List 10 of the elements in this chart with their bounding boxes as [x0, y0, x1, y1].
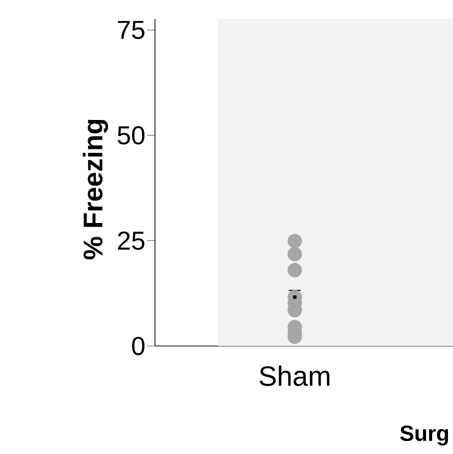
y-tick-label: 50 — [118, 126, 144, 144]
x-axis-title: Surg — [400, 426, 448, 446]
point — [288, 234, 302, 248]
y-tick-label: 0 — [132, 336, 144, 356]
point — [288, 246, 302, 262]
y-tick-label: 25 — [118, 231, 144, 250]
point — [288, 262, 302, 278]
y-axis-title: % Freezing — [82, 120, 108, 260]
x-tick-label: Sham — [260, 366, 330, 386]
y-tick-label: 75 — [118, 20, 144, 40]
